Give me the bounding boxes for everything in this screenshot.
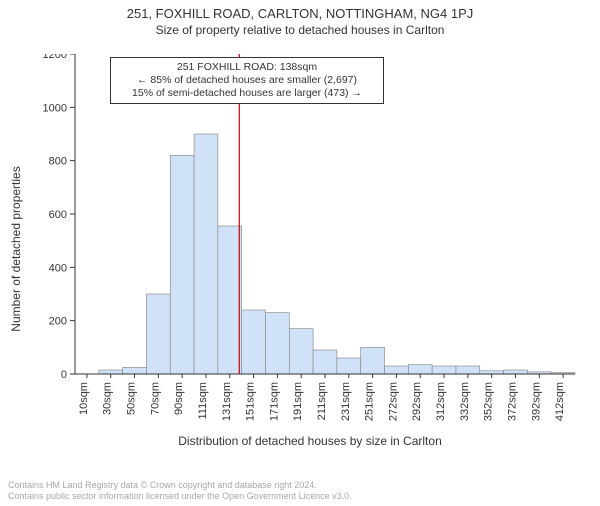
svg-text:0: 0 xyxy=(61,369,67,381)
svg-text:231sqm: 231sqm xyxy=(340,382,352,421)
svg-text:90sqm: 90sqm xyxy=(173,382,185,415)
y-axis-label: Number of detached properties xyxy=(9,166,23,331)
svg-text:30sqm: 30sqm xyxy=(102,382,114,415)
footer-line2: Contains public sector information licen… xyxy=(8,491,352,502)
svg-text:70sqm: 70sqm xyxy=(149,382,161,415)
svg-text:191sqm: 191sqm xyxy=(292,382,304,421)
svg-text:50sqm: 50sqm xyxy=(126,382,138,415)
svg-text:1200: 1200 xyxy=(43,54,67,61)
svg-text:332sqm: 332sqm xyxy=(459,382,471,421)
svg-text:1000: 1000 xyxy=(43,102,67,114)
annotation-box: 251 FOXHILL ROAD: 138sqm ← 85% of detach… xyxy=(110,57,384,104)
svg-text:10sqm: 10sqm xyxy=(78,382,90,415)
svg-text:272sqm: 272sqm xyxy=(387,382,399,421)
svg-text:800: 800 xyxy=(49,156,67,168)
chart-subtitle: Size of property relative to detached ho… xyxy=(0,23,600,37)
svg-text:111sqm: 111sqm xyxy=(197,382,209,420)
svg-text:600: 600 xyxy=(49,209,67,221)
footer-attribution: Contains HM Land Registry data © Crown c… xyxy=(8,480,352,502)
annotation-line3: 15% of semi-detached houses are larger (… xyxy=(117,87,377,100)
footer-line1: Contains HM Land Registry data © Crown c… xyxy=(8,480,352,491)
svg-text:171sqm: 171sqm xyxy=(268,382,280,421)
annotation-line1: 251 FOXHILL ROAD: 138sqm xyxy=(117,61,377,74)
svg-text:352sqm: 352sqm xyxy=(483,382,495,421)
svg-text:131sqm: 131sqm xyxy=(221,382,233,421)
svg-text:312sqm: 312sqm xyxy=(435,382,447,421)
svg-text:151sqm: 151sqm xyxy=(245,382,257,421)
x-axis-label: Distribution of detached houses by size … xyxy=(178,434,441,448)
chart-title: 251, FOXHILL ROAD, CARLTON, NOTTINGHAM, … xyxy=(0,6,600,21)
svg-text:251sqm: 251sqm xyxy=(364,382,376,421)
svg-text:372sqm: 372sqm xyxy=(506,382,518,421)
svg-text:211sqm: 211sqm xyxy=(316,382,328,420)
chart-area: Number of detached properties 0200400600… xyxy=(30,54,590,444)
svg-text:400: 400 xyxy=(49,262,67,274)
svg-text:412sqm: 412sqm xyxy=(554,382,566,421)
annotation-line2: ← 85% of detached houses are smaller (2,… xyxy=(117,74,377,87)
histogram-svg: 0 200 400 600 800 1000 1200 10sqm 30sqm 50sqm 70sq… xyxy=(30,54,590,434)
svg-text:292sqm: 292sqm xyxy=(411,382,423,421)
svg-text:392sqm: 392sqm xyxy=(530,382,542,421)
svg-text:200: 200 xyxy=(49,316,67,328)
